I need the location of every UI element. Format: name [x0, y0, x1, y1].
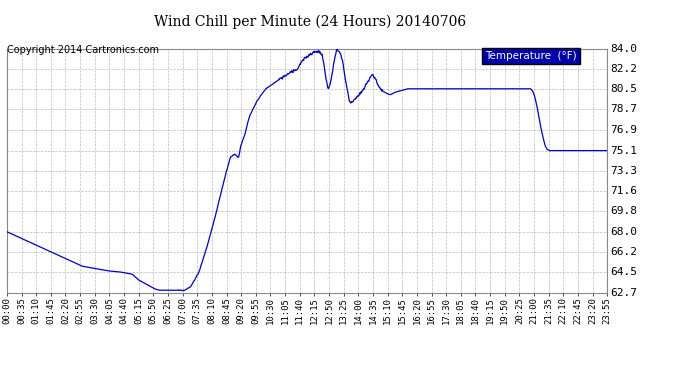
Text: Temperature  (°F): Temperature (°F) — [486, 51, 577, 61]
Text: 75.1: 75.1 — [611, 146, 638, 156]
Text: 84.0: 84.0 — [611, 44, 638, 54]
Text: 73.3: 73.3 — [611, 166, 638, 176]
Text: 76.9: 76.9 — [611, 125, 638, 135]
Text: 62.7: 62.7 — [611, 288, 638, 297]
Text: 69.8: 69.8 — [611, 206, 638, 216]
Text: 78.7: 78.7 — [611, 104, 638, 114]
Text: 66.2: 66.2 — [611, 248, 638, 258]
Text: Copyright 2014 Cartronics.com: Copyright 2014 Cartronics.com — [7, 45, 159, 55]
Text: 68.0: 68.0 — [611, 227, 638, 237]
Text: 80.5: 80.5 — [611, 84, 638, 94]
Text: 64.5: 64.5 — [611, 267, 638, 277]
Text: Wind Chill per Minute (24 Hours) 20140706: Wind Chill per Minute (24 Hours) 2014070… — [155, 15, 466, 29]
Text: 82.2: 82.2 — [611, 64, 638, 74]
Text: 71.6: 71.6 — [611, 186, 638, 196]
